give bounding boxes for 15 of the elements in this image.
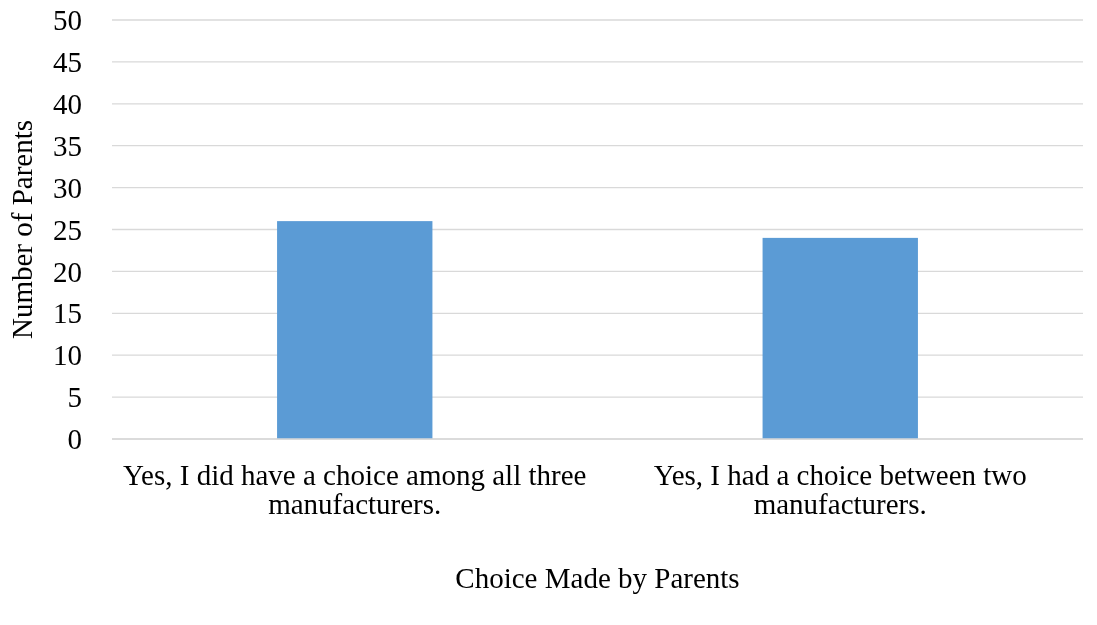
y-tick-label: 15: [53, 297, 82, 330]
y-tick-label: 50: [53, 4, 82, 37]
y-tick-label: 20: [53, 255, 82, 288]
x-tick-label: Yes, I did have a choice among all three manufacturers.: [123, 459, 587, 520]
y-axis-title: Number of Parents: [6, 119, 38, 340]
y-tick-label: 30: [53, 171, 82, 204]
y-tick-label: 10: [53, 339, 82, 372]
y-tick-label: 40: [53, 87, 82, 120]
y-tick-label: 5: [67, 381, 82, 414]
y-tick-label: 35: [53, 129, 82, 162]
x-tick-label: Yes, I had a choice between two manufacturers.: [653, 459, 1027, 520]
x-axis-title: Choice Made by Parents: [455, 562, 740, 594]
y-tick-label: 0: [67, 423, 82, 456]
y-tick-label: 25: [53, 213, 82, 246]
y-tick-label: 45: [53, 46, 82, 79]
